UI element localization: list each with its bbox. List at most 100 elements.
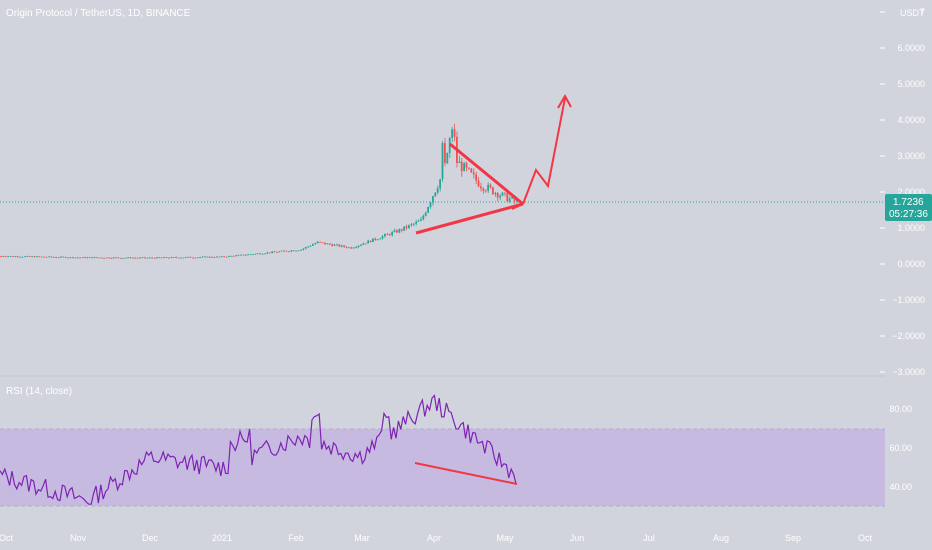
candle-body: [494, 192, 497, 195]
candle-body: [398, 229, 401, 233]
currency-label: USDT: [900, 8, 925, 18]
candle-body: [182, 257, 185, 259]
candle-body: [175, 257, 177, 258]
candle-body: [367, 240, 369, 244]
rsi-band: [0, 429, 885, 506]
candle-body: [86, 257, 89, 259]
candle-body: [232, 255, 235, 257]
price-tag: 1.7236 05:27:36: [885, 194, 932, 221]
candle-body: [410, 224, 413, 226]
candle-body: [348, 247, 350, 249]
triangle-lower-line[interactable]: [415, 202, 524, 235]
candle-body: [499, 195, 501, 198]
time-axis-tick: Jul: [643, 533, 655, 543]
candle-body: [0, 256, 2, 257]
candle-body: [451, 129, 453, 138]
price-axis-tick: 5.0000: [897, 79, 925, 89]
rsi-axis-tick: 40.00: [889, 482, 912, 492]
candle-body: [312, 244, 314, 246]
candle-body: [405, 226, 408, 229]
candle-body: [415, 221, 417, 224]
candle-body: [477, 180, 480, 187]
rsi-divergence-line[interactable]: [414, 462, 518, 485]
candle-body: [199, 257, 201, 258]
rsi-axis[interactable]: 80.00 60.00 40.00: [889, 404, 912, 492]
candle-body: [225, 256, 228, 258]
price-axis-tick: 3.0000: [897, 151, 925, 161]
candle-body: [98, 257, 101, 259]
time-axis-tick: Oct: [858, 533, 873, 543]
candle-body: [163, 257, 165, 258]
candle-body: [4, 256, 7, 258]
candle-body: [170, 257, 173, 258]
triangle-annotation[interactable]: [415, 142, 524, 235]
candle-body: [204, 256, 206, 258]
candle-body: [9, 256, 12, 257]
candle-body: [357, 245, 360, 248]
candle-body: [319, 241, 321, 243]
candle-body: [376, 239, 379, 241]
candle-body: [436, 188, 439, 193]
candle-body: [458, 161, 461, 164]
candle-body: [26, 256, 29, 257]
candle-body: [235, 255, 237, 257]
candle-body: [223, 256, 225, 258]
candle-body: [463, 163, 465, 172]
candle-body: [74, 257, 77, 259]
candle-body: [139, 257, 141, 259]
price-axis[interactable]: 7 6.0000 5.0000 4.0000 3.0000 2.0000 1.0000 0.0…: [880, 7, 925, 377]
candle-body: [84, 257, 86, 258]
candle-body: [273, 251, 276, 253]
candle-body: [472, 172, 475, 175]
candle-body: [148, 257, 151, 259]
time-axis-tick: Aug: [713, 533, 729, 543]
candle-body: [16, 256, 19, 258]
projection-arrow-head: [557, 93, 572, 109]
candle-body: [439, 179, 441, 189]
candle-body: [338, 244, 341, 247]
candle-body: [2, 256, 5, 257]
candle-body: [168, 257, 170, 259]
candle-body: [386, 234, 389, 235]
candle-body: [93, 257, 96, 259]
time-axis-tick: Jun: [570, 533, 585, 543]
candle-body: [52, 257, 55, 258]
candle-body: [211, 256, 213, 258]
candle-body: [280, 250, 283, 252]
candle-body: [45, 256, 48, 258]
breakout-projection[interactable]: [522, 93, 572, 205]
triangle-apex-line[interactable]: [511, 203, 524, 210]
candle-body: [345, 246, 348, 248]
time-axis[interactable]: Oct Nov Dec 2021 Feb Mar Apr May Jun Jul Aug Sep Oct: [0, 533, 872, 543]
triangle-upper-line[interactable]: [449, 142, 524, 206]
candle-body: [33, 256, 36, 258]
candle-body: [194, 257, 197, 259]
candle-body: [343, 245, 345, 247]
time-axis-tick: Feb: [288, 533, 304, 543]
rsi-label: RSI (14, close): [6, 386, 72, 397]
candle-body: [151, 257, 153, 259]
candle-body: [364, 243, 367, 245]
candle-body: [110, 258, 113, 259]
projection-path[interactable]: [522, 97, 566, 205]
candle-body: [144, 257, 146, 259]
candle-body: [465, 163, 468, 168]
candle-body: [256, 253, 259, 255]
main-pane[interactable]: [0, 0, 885, 375]
candle-body: [412, 223, 415, 225]
candle-body: [283, 250, 285, 252]
candle-body: [57, 257, 60, 259]
candle-body: [333, 244, 336, 246]
candle-body: [100, 257, 103, 259]
candle-body: [192, 257, 194, 259]
candle-body: [429, 202, 432, 208]
candle-body: [475, 174, 477, 181]
candle-body: [69, 257, 72, 258]
time-axis-tick: Sep: [785, 533, 801, 543]
candle-body: [43, 256, 45, 258]
candle-body: [187, 256, 189, 258]
candle-body: [374, 238, 377, 240]
candle-body: [420, 219, 422, 221]
candle-body: [432, 196, 434, 203]
